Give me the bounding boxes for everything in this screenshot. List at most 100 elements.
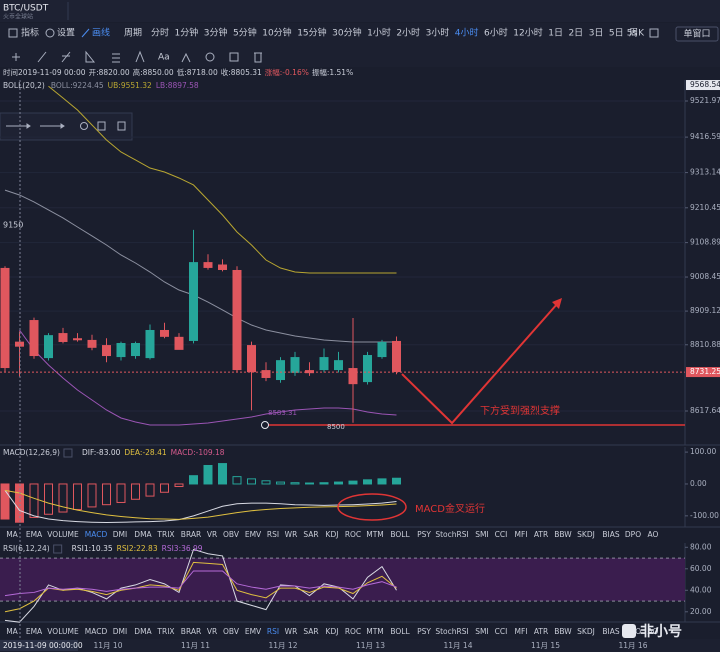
panel-toggle[interactable] <box>63 448 73 458</box>
indicator-tab[interactable]: VR <box>207 627 217 636</box>
tool-pattern[interactable] <box>135 50 145 63</box>
indicator-tab[interactable]: BRAR <box>181 627 201 636</box>
indicator-tab[interactable]: EMA <box>26 627 43 636</box>
period[interactable]: 1日 <box>548 28 563 39</box>
indicator-tab[interactable]: SAR <box>303 627 318 636</box>
indicator-tab[interactable]: MA <box>6 627 18 636</box>
indicator-tab[interactable]: RSI <box>267 627 279 636</box>
indicator-tab[interactable]: ROC <box>345 530 361 539</box>
period[interactable]: 3分钟 <box>204 27 228 39</box>
indicator-tab[interactable]: BOLL <box>390 530 410 539</box>
toolbar-indicator[interactable]: 指标 <box>21 27 39 39</box>
period-label[interactable]: 周期 <box>124 28 142 39</box>
window-button[interactable] <box>675 26 719 42</box>
indicator-tab[interactable]: RSI <box>267 530 279 539</box>
indicator-tab[interactable]: BIAS <box>602 530 619 539</box>
indicator-tab[interactable]: BBW <box>554 530 572 539</box>
indicator-tab[interactable]: OBV <box>223 530 240 539</box>
tool-cross[interactable] <box>12 53 20 61</box>
indicator-tab[interactable]: DMA <box>134 627 152 636</box>
indicator-tab[interactable]: WR <box>285 530 298 539</box>
indicator-tab[interactable]: AO <box>648 627 659 636</box>
period[interactable]: 5日 <box>609 28 624 39</box>
indicator-tab[interactable]: BBW <box>554 627 572 636</box>
indicator-tab[interactable]: ROC <box>345 627 361 636</box>
indicator-tab[interactable]: SAR <box>303 530 318 539</box>
indicator-tab[interactable]: VOLUME <box>47 627 79 636</box>
icon-indicator[interactable] <box>8 28 18 38</box>
toolbar-draw[interactable]: 画线 <box>92 27 110 39</box>
tool-line[interactable] <box>37 51 47 63</box>
indicator-tab[interactable]: KDJ <box>326 530 339 539</box>
period[interactable]: 30分钟 <box>332 27 361 39</box>
tool-brush[interactable] <box>181 52 191 63</box>
period[interactable]: 4小时 <box>455 27 479 39</box>
indicator-tab[interactable]: DPO <box>625 530 641 539</box>
tool-text[interactable]: Aa <box>158 53 170 63</box>
tool-fib[interactable] <box>85 50 96 63</box>
indicator-tab[interactable]: DMI <box>113 627 127 636</box>
indicator-tab[interactable]: TRIX <box>156 530 174 539</box>
panel-settings[interactable] <box>80 122 88 130</box>
period[interactable]: 1分钟 <box>175 27 199 39</box>
period[interactable]: 2小时 <box>396 27 420 39</box>
indicator-tab[interactable]: KDJ <box>326 627 339 636</box>
indicator-tab[interactable]: MA <box>6 530 18 539</box>
icon-refresh[interactable] <box>649 28 659 38</box>
indicator-tab[interactable]: WR <box>285 627 298 636</box>
period[interactable]: 2日 <box>568 28 583 39</box>
period[interactable]: 3日 <box>589 28 604 39</box>
period[interactable]: 3小时 <box>426 27 450 39</box>
indicator-tab[interactable]: MTM <box>366 627 384 636</box>
refresh-rate[interactable]: 5s <box>627 29 638 39</box>
indicator-tab[interactable]: VR <box>207 530 217 539</box>
indicator-tab[interactable]: SKDJ <box>577 530 595 539</box>
tool-channel[interactable] <box>112 53 120 63</box>
indicator-tab[interactable]: AO <box>648 530 659 539</box>
indicator-tab[interactable]: PSY <box>417 530 431 539</box>
period[interactable]: 分时 <box>151 27 169 39</box>
indicator-tab[interactable]: MACD <box>85 530 108 539</box>
indicator-tab[interactable]: ATR <box>534 530 548 539</box>
period[interactable]: 10分钟 <box>262 27 291 39</box>
indicator-tab[interactable]: SKDJ <box>577 627 595 636</box>
indicator-tab[interactable]: MFI <box>515 530 528 539</box>
indicator-tab[interactable]: BRAR <box>181 530 201 539</box>
indicator-tab[interactable]: BOLL <box>390 627 410 636</box>
indicator-tab[interactable]: DMA <box>134 530 152 539</box>
tool-shape[interactable] <box>205 52 215 62</box>
tool-ray[interactable] <box>61 51 71 63</box>
line-style[interactable] <box>6 123 65 129</box>
indicator-tab[interactable]: EMA <box>26 530 43 539</box>
indicator-tab[interactable]: BIAS <box>602 627 619 636</box>
toolbar-settings[interactable]: 设置 <box>57 28 75 39</box>
pair[interactable]: BTC/USDT <box>3 4 49 14</box>
window-mode[interactable]: 单窗口 <box>683 28 710 40</box>
period[interactable]: 5分钟 <box>233 27 257 39</box>
icon-draw[interactable] <box>81 28 90 38</box>
indicator-tab[interactable]: SMI <box>475 530 488 539</box>
indicator-tab[interactable]: TRIX <box>156 627 174 636</box>
panel-lock[interactable] <box>97 121 106 131</box>
period[interactable]: 12小时 <box>513 27 542 39</box>
period[interactable]: 周K <box>629 28 645 39</box>
indicator-tab[interactable]: DMI <box>113 530 127 539</box>
indicator-tab[interactable]: ATR <box>534 627 548 636</box>
indicator-tab[interactable]: StochRSI <box>435 627 468 636</box>
tool-lock[interactable] <box>229 52 239 62</box>
indicator-tab[interactable]: EMV <box>245 530 262 539</box>
indicator-tab[interactable]: EMV <box>245 627 262 636</box>
panel-delete[interactable] <box>117 121 126 131</box>
indicator-tab[interactable]: PSY <box>417 627 431 636</box>
icon-settings[interactable] <box>45 28 55 38</box>
period[interactable]: 1小时 <box>367 27 391 39</box>
indicator-tab[interactable]: StochRSI <box>435 530 468 539</box>
period[interactable]: 15分钟 <box>297 27 326 39</box>
panel-toggle[interactable] <box>53 544 63 554</box>
indicator-tab[interactable]: MTM <box>366 530 384 539</box>
indicator-tab[interactable]: CCI <box>495 627 508 636</box>
indicator-tab[interactable]: MACD <box>85 627 108 636</box>
period[interactable]: 6小时 <box>484 27 508 39</box>
indicator-tab[interactable]: CCI <box>495 530 508 539</box>
indicator-tab[interactable]: MFI <box>515 627 528 636</box>
